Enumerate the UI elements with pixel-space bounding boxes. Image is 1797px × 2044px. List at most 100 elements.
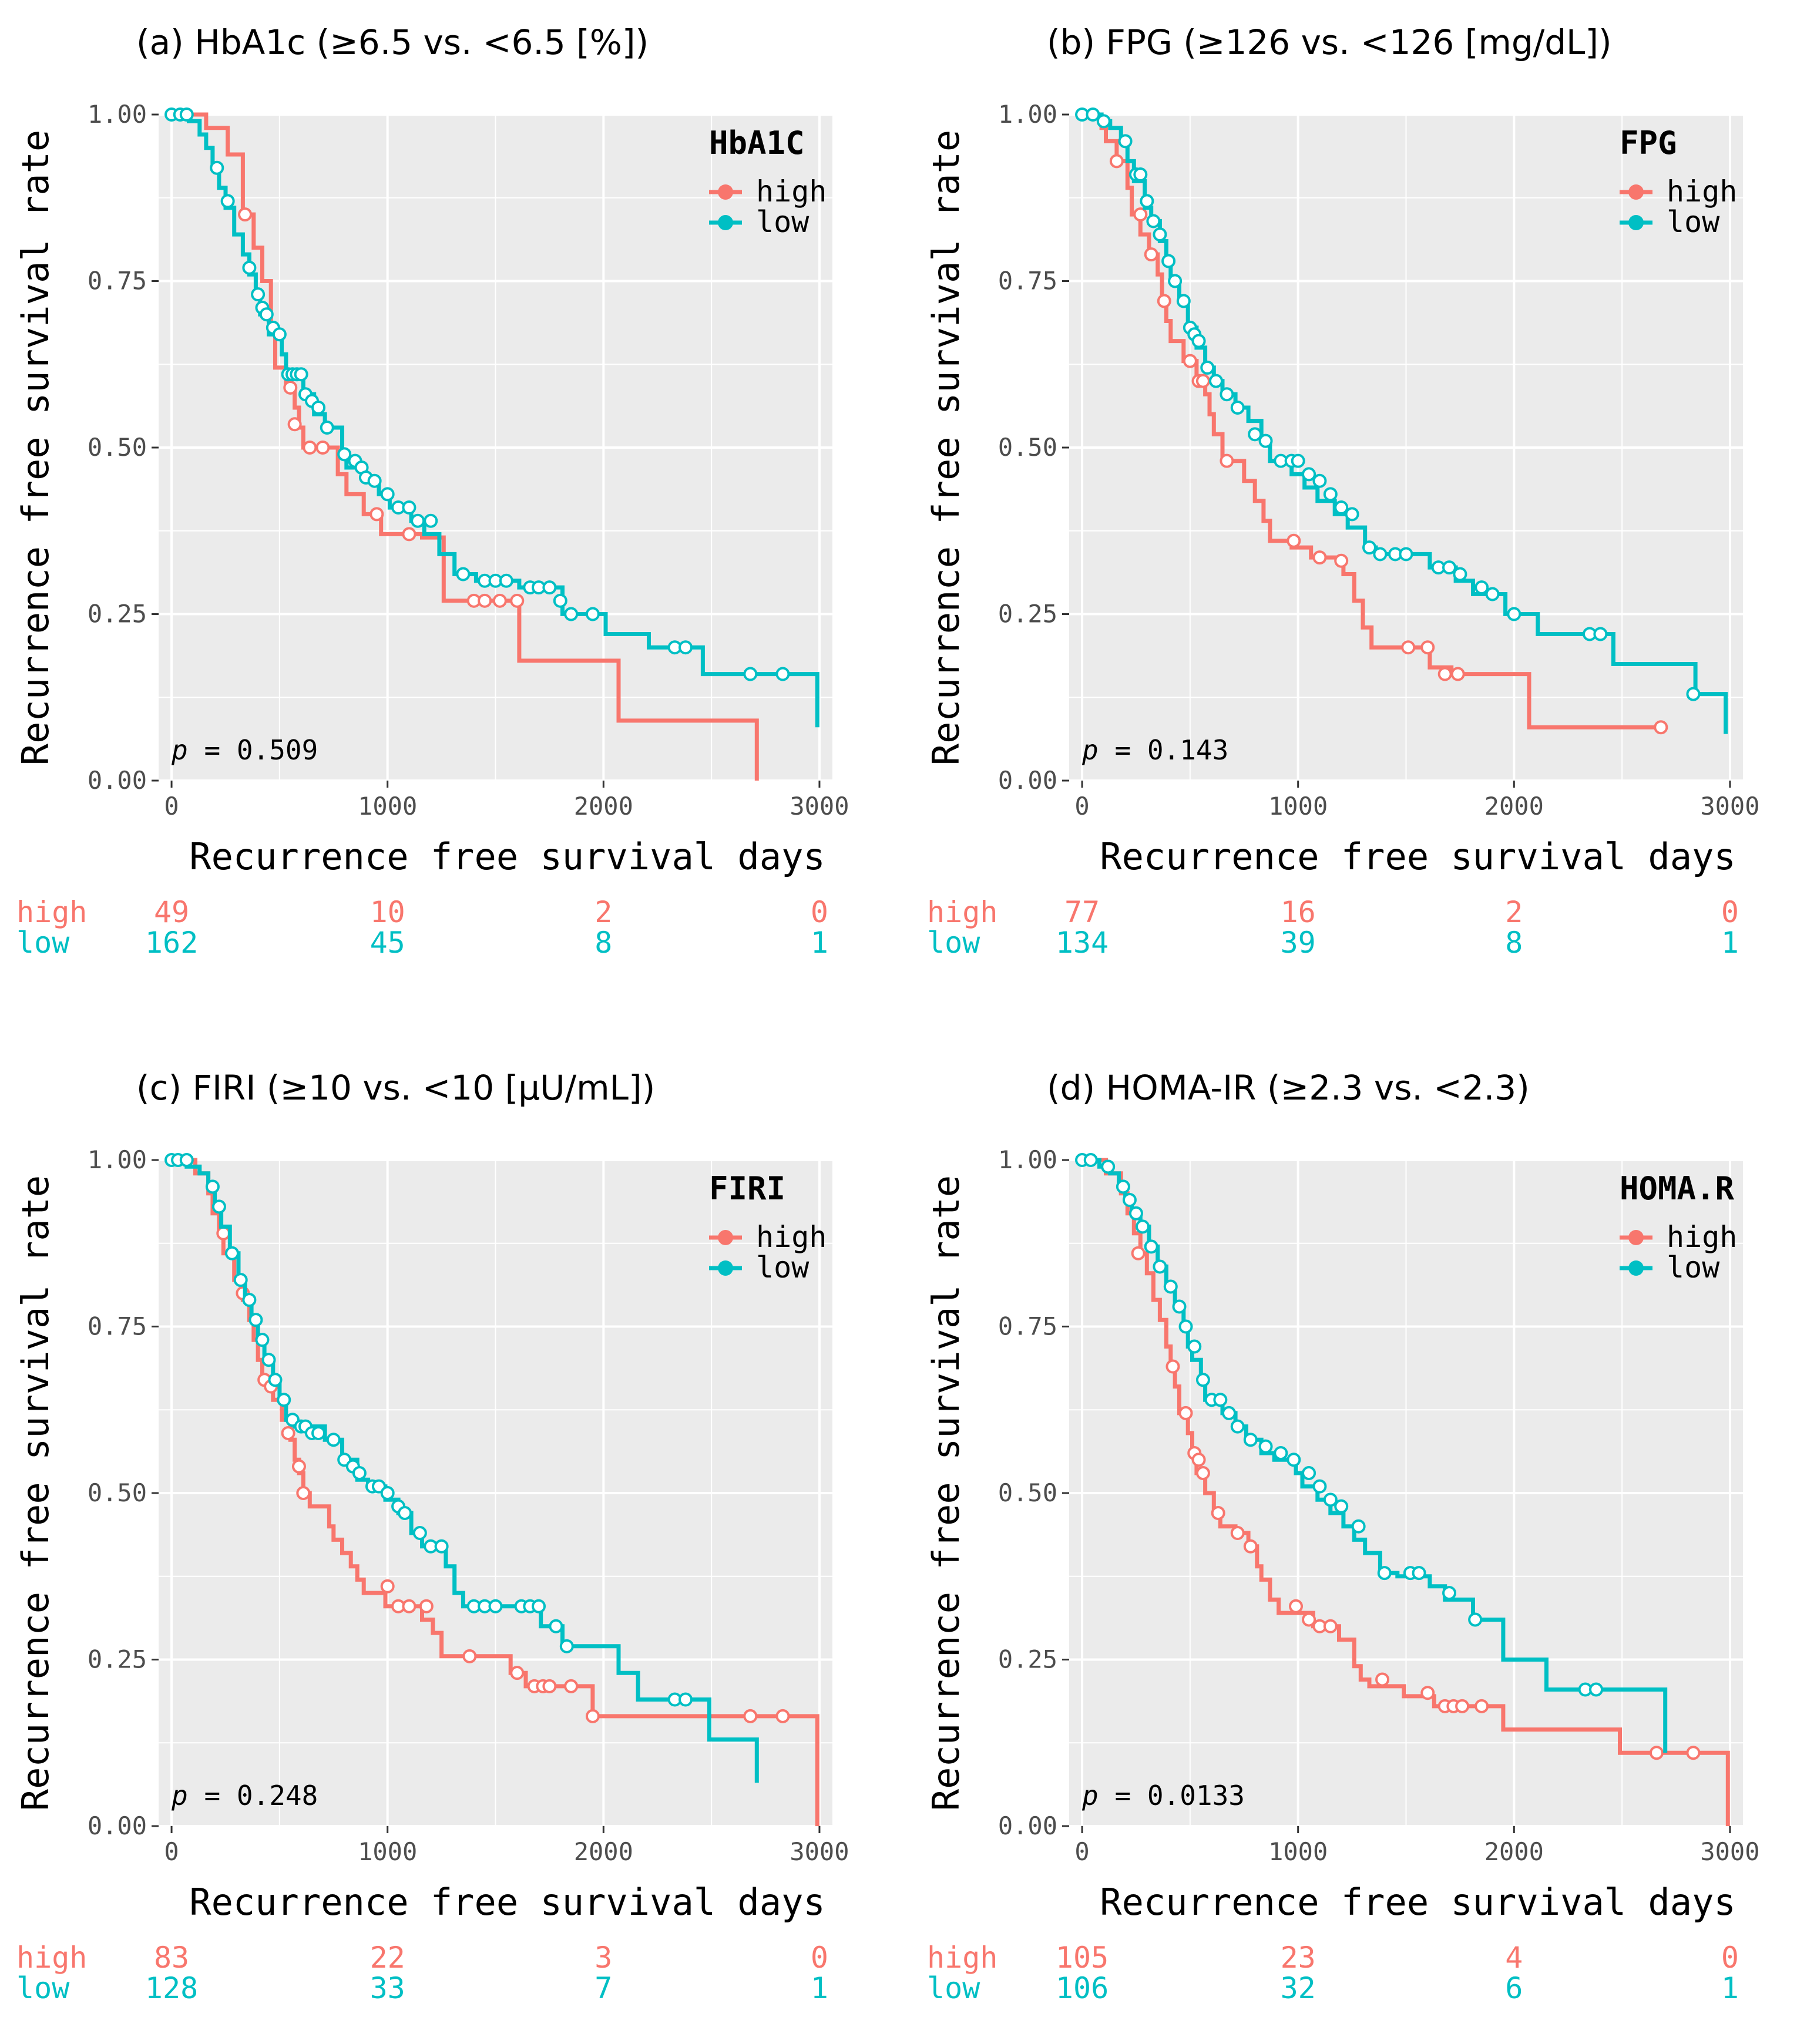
risk-count-high: 2 <box>1505 895 1523 929</box>
risk-count-low: 106 <box>1056 1971 1109 2005</box>
panel-a: (a) HbA1c (≥6.5 vs. <6.5 [%]) 0.00 0.25 0.5… <box>0 0 911 999</box>
risk-count-low: 1 <box>1721 1971 1739 2005</box>
y-tick-label: 0.50 <box>88 433 147 462</box>
risk-count-high: 2 <box>594 895 612 929</box>
x-tick-label: 2000 <box>574 1837 633 1866</box>
censor-mark-low <box>1230 1419 1245 1434</box>
risk-count-high: 10 <box>370 895 405 929</box>
legend-key-dot-high <box>718 184 733 200</box>
censor-mark-low <box>1274 1445 1288 1460</box>
censor-mark-low <box>261 1353 276 1367</box>
censor-mark-low <box>542 580 557 595</box>
censor-mark-low <box>251 287 266 302</box>
censor-mark-low <box>1258 433 1273 448</box>
risk-count-high: 0 <box>1721 895 1739 929</box>
censor-mark-low <box>1187 1339 1202 1354</box>
panel-title: (c) FIRI (≥10 vs. <10 [μU/mL]) <box>136 1068 655 1108</box>
censor-mark-low <box>1133 167 1148 182</box>
risk-count-low: 8 <box>1505 926 1523 960</box>
y-tick-label: 0.75 <box>998 267 1057 295</box>
censor-mark-low <box>679 640 693 655</box>
censor-mark-high <box>510 1666 525 1680</box>
censor-mark-low <box>1191 334 1206 348</box>
p-value-number: = 0.0133 <box>1099 1780 1245 1811</box>
legend-label-high: high <box>756 174 827 209</box>
censor-mark-high <box>1450 667 1465 681</box>
risk-count-low: 1 <box>1721 926 1739 960</box>
censor-mark-low <box>1312 473 1327 488</box>
censor-mark-low <box>1135 1219 1150 1234</box>
censor-mark-low <box>1474 580 1489 595</box>
censor-mark-low <box>434 1539 449 1554</box>
p-value-symbol: p <box>171 734 188 766</box>
censor-mark-low <box>268 1373 283 1387</box>
y-tick-label: 0.50 <box>998 1478 1057 1507</box>
x-tick-label: 0 <box>1074 1837 1089 1866</box>
censor-mark-high <box>1195 374 1210 388</box>
censor-mark-low <box>402 500 416 515</box>
x-axis-title: Recurrence free survival days <box>189 1881 825 1924</box>
legend-label-low: low <box>756 205 810 239</box>
censor-mark-low <box>1287 1453 1301 1467</box>
censor-mark-low <box>1176 294 1191 308</box>
censor-mark-low <box>1323 1492 1338 1507</box>
y-tick-label: 0.00 <box>998 766 1057 795</box>
censor-mark-high <box>380 1579 395 1593</box>
p-value-symbol: p <box>1081 734 1099 766</box>
censor-mark-high <box>303 441 317 455</box>
x-axis-title: Recurrence free survival days <box>1100 835 1736 878</box>
censor-mark-low <box>1230 400 1245 415</box>
y-tick-label: 0.50 <box>998 433 1057 462</box>
censor-mark-high <box>1420 1686 1435 1700</box>
panel-d: (d) HOMA-IR (≥2.3 vs. <2.3) 0.00 0.25 0.50 0… <box>911 1045 1797 2044</box>
censor-mark-low <box>1086 107 1100 122</box>
censor-mark-low <box>1128 1206 1143 1221</box>
censor-mark-high <box>585 1709 600 1723</box>
y-axis-title: Recurrence free survival rate <box>14 130 57 766</box>
censor-mark-low <box>1442 560 1457 575</box>
risk-row-label-high: high <box>927 1941 997 1975</box>
y-tick-label: 0.50 <box>88 1478 147 1507</box>
censor-mark-low <box>585 607 600 621</box>
censor-mark-low <box>352 1465 367 1480</box>
risk-count-low: 32 <box>1281 1971 1316 2005</box>
censor-mark-low <box>248 1313 263 1327</box>
panel-b: (b) FPG (≥126 vs. <126 [mg/dL]) 0.00 0.25 0… <box>911 0 1797 999</box>
censor-mark-high <box>542 1679 557 1693</box>
censor-mark-high <box>1474 1699 1489 1713</box>
censor-mark-low <box>1258 1439 1273 1454</box>
risk-count-low: 1 <box>811 926 828 960</box>
censor-mark-high <box>1220 453 1234 468</box>
censor-mark-high <box>1133 207 1148 222</box>
censor-mark-low <box>1593 627 1608 641</box>
risk-count-low: 39 <box>1281 926 1316 960</box>
risk-row-label-low: low <box>927 1971 980 2005</box>
censor-mark-low <box>1213 1393 1228 1407</box>
panel-title: (d) HOMA-IR (≥2.3 vs. <2.3) <box>1047 1068 1530 1108</box>
y-tick-label: 0.00 <box>88 1811 147 1840</box>
x-tick-label: 1000 <box>358 792 417 821</box>
km-curve-low <box>172 112 819 728</box>
censor-mark-high <box>1375 1672 1390 1687</box>
risk-row-label-high: high <box>16 1941 87 1975</box>
y-tick-label: 1.00 <box>88 100 147 129</box>
risk-count-high: 3 <box>594 1941 612 1975</box>
legend-key-dot-low <box>718 215 733 230</box>
censor-mark-high <box>1334 553 1349 568</box>
censor-mark-low <box>1485 587 1500 601</box>
censor-mark-low <box>564 607 579 621</box>
censor-mark-low <box>549 1619 563 1633</box>
censor-mark-high <box>283 380 298 395</box>
censor-mark-low <box>1200 360 1215 375</box>
panel-c: (c) FIRI (≥10 vs. <10 [μU/mL]) 0.00 0.25 0.… <box>0 1045 911 2044</box>
censor-mark-low <box>1302 1465 1316 1480</box>
censor-mark-high <box>281 1426 295 1440</box>
censor-mark-high <box>478 593 492 608</box>
censor-mark-low <box>1345 507 1359 522</box>
censor-mark-high <box>1131 1246 1146 1260</box>
censor-mark-low <box>1083 1153 1098 1167</box>
censor-mark-low <box>559 1639 574 1653</box>
censor-mark-low <box>1118 134 1133 149</box>
x-tick-label: 1000 <box>1268 1837 1328 1866</box>
censor-mark-low <box>320 420 334 435</box>
